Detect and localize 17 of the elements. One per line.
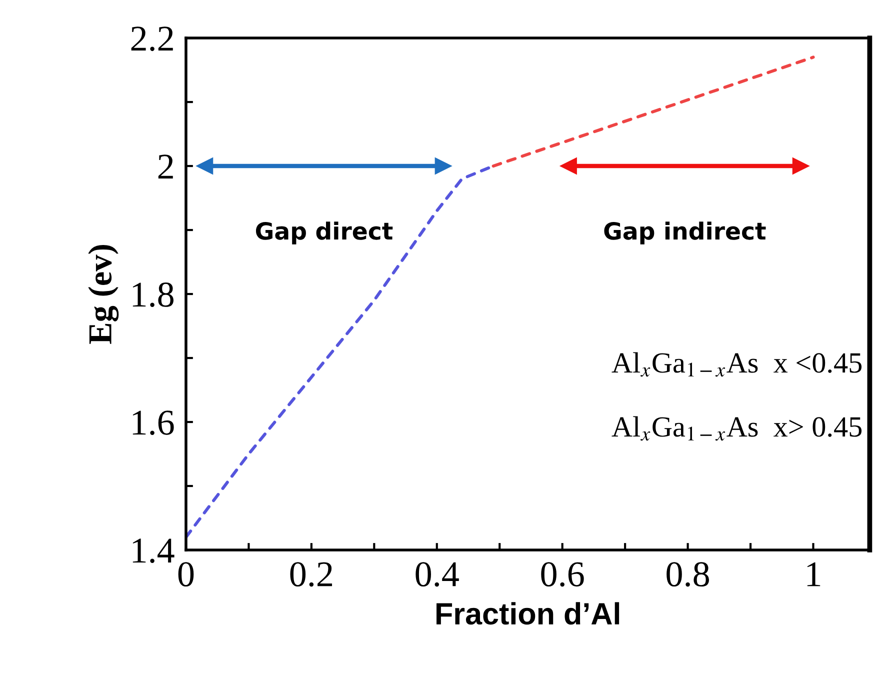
y-tick-label: 1.8 bbox=[132, 282, 174, 308]
x-tick-label: 0.6 bbox=[541, 562, 584, 587]
y-tick-label: 2 bbox=[158, 154, 173, 179]
x-tick-label: 0.2 bbox=[290, 562, 332, 587]
x-axis-title: Fraction d’Al bbox=[436, 602, 620, 625]
annotation: Al$_{x}$Ga$_{1−x}$As x> 0.45 bbox=[612, 416, 862, 441]
y-axis-title: Eg (ev) bbox=[88, 245, 119, 344]
y-tick-label: 1.6 bbox=[132, 410, 174, 436]
annotation: Gap indirect bbox=[604, 222, 766, 244]
y-tick-label: 1.4 bbox=[132, 538, 174, 564]
annotation: Gap direct bbox=[256, 222, 393, 244]
x-tick-label: 0.8 bbox=[666, 562, 709, 587]
annotation: Al$_{x}$Ga$_{1−x}$As x <0.45 bbox=[612, 352, 862, 377]
x-tick-label: 0 bbox=[178, 562, 194, 587]
y-tick-label: 2.2 bbox=[131, 26, 173, 52]
x-tick-label: 0.4 bbox=[416, 562, 459, 587]
x-tick-label: 1 bbox=[807, 562, 820, 586]
